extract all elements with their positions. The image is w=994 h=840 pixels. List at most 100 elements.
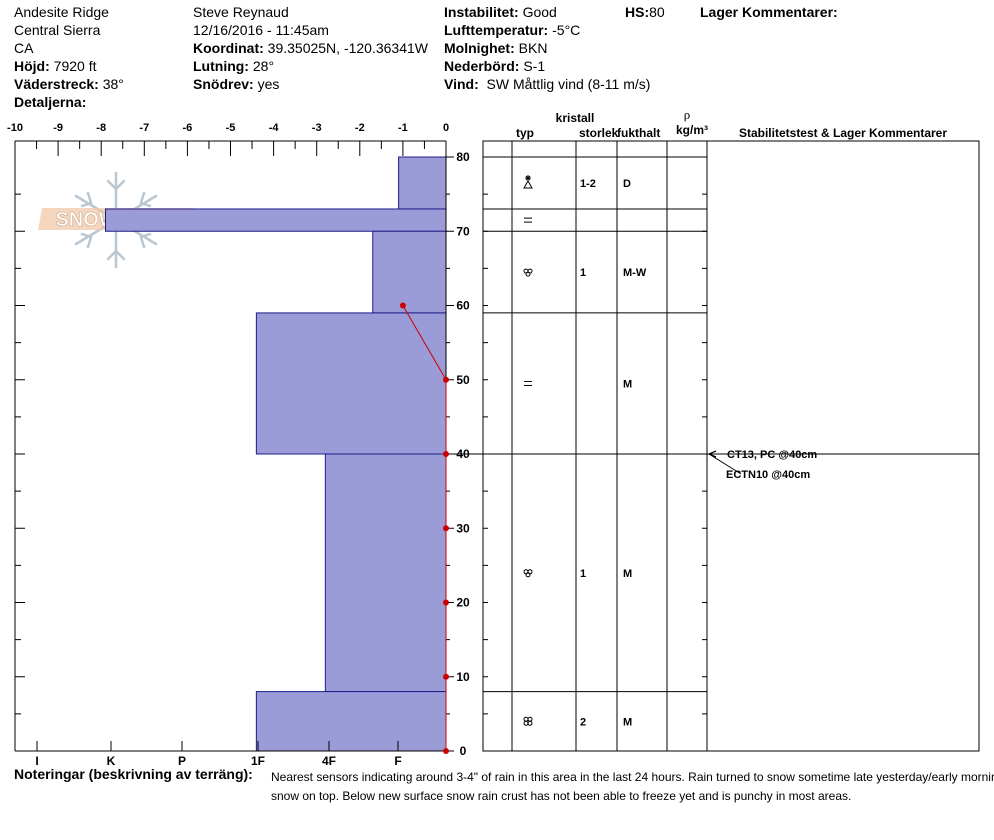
melt-freeze-crust-icon <box>524 217 532 223</box>
instability-label: Instabilitet: <box>444 4 519 20</box>
slope-row: Lutning: 28° <box>193 57 274 75</box>
notes-line-2: snow on top. Below new surface snow rain… <box>271 789 852 803</box>
hardness-layer-bar <box>372 230 447 314</box>
hardness-label: F <box>394 754 401 765</box>
temperature-point <box>443 599 449 606</box>
depth-tick-label: 50 <box>456 373 470 387</box>
wind-label: Vind: <box>444 76 479 92</box>
stability-header: Stabilitetstest & Lager Kommentarer <box>739 126 947 140</box>
hardness-label: K <box>107 754 116 765</box>
slope-value: 28° <box>252 58 275 74</box>
grain-circle <box>523 720 529 726</box>
state-name: CA <box>14 40 34 56</box>
precip-label: Nederbörd: <box>444 58 520 74</box>
temperature-point <box>443 451 449 457</box>
depth-tick-label: 70 <box>456 224 470 238</box>
stability-test-pointer <box>708 453 742 475</box>
temperature-point <box>443 748 449 754</box>
temp-tick-label: -9 <box>53 122 63 134</box>
grain-size-value: 2 <box>580 716 586 728</box>
type-header: typ <box>516 126 534 140</box>
hardness-layer-bar <box>105 208 447 232</box>
elevation-value: 7920 ft <box>53 58 97 74</box>
air-temp-value: -5°C <box>552 22 581 38</box>
depth-tick-label: 60 <box>456 299 470 313</box>
temp-tick-label: -1 <box>398 122 408 134</box>
grain-size-value: 1 <box>580 267 586 279</box>
temp-tick-label: -5 <box>226 122 236 134</box>
precip-value: S-1 <box>523 58 546 74</box>
instability-row: Instabilitet: Good <box>444 3 557 21</box>
temperature-point <box>443 525 449 532</box>
depth-tick-label: 10 <box>456 670 470 684</box>
grain-size-value: 1-2 <box>580 178 596 190</box>
drift-row: Snödrev: yes <box>193 75 279 93</box>
size-header: storlek <box>579 126 619 140</box>
stability-arrowhead <box>707 450 717 458</box>
temp-tick-label: 0 <box>443 122 449 134</box>
particle-triangle <box>523 179 533 189</box>
details-row: Detaljerna: <box>14 93 86 111</box>
aspect-label: Väderstreck: <box>14 76 99 92</box>
moisture-value: M-W <box>623 267 647 279</box>
drift-label: Snödrev: <box>193 76 254 92</box>
temp-tick-label: -4 <box>269 122 280 134</box>
grain-size-value: 1 <box>580 568 586 580</box>
rounded-grains-icon <box>523 268 533 277</box>
elevation-row: Höjd: 7920 ft <box>14 57 96 75</box>
elevation-label: Höjd: <box>14 58 50 74</box>
hardness-layer-bar <box>255 312 447 455</box>
observer-name: Steve Reynaud <box>193 4 289 20</box>
temp-tick-label: -8 <box>96 122 106 134</box>
coordinates-label: Koordinat: <box>193 40 264 56</box>
grain-circle <box>527 716 533 722</box>
stability-test-label: CT13, PC @40cm <box>727 449 817 461</box>
air-temp-label: Lufttemperatur: <box>444 22 549 38</box>
notes-line-1: Nearest sensors indicating around 3-4" o… <box>271 770 994 784</box>
hardness-label: I <box>35 754 38 765</box>
crystal-header: kristall <box>556 111 595 125</box>
hardness-layer-bar <box>255 691 447 752</box>
moisture-header: fukthalt <box>617 126 660 140</box>
hardness-label: 4F <box>322 754 336 765</box>
hardness-label: 1F <box>251 754 265 765</box>
location-name: Andesite Ridge <box>14 4 109 20</box>
grain-circle <box>525 271 531 277</box>
layer-table-frame <box>482 140 980 752</box>
temp-tick-label: -10 <box>7 122 23 134</box>
temperature-point <box>443 673 449 680</box>
depth-tick-label: 20 <box>456 596 470 610</box>
temp-tick-label: -7 <box>139 122 149 134</box>
temperature-point <box>443 376 449 383</box>
melt-freeze-crust-icon <box>524 380 532 386</box>
coordinates-row: Koordinat: 39.35025N, -120.36341W <box>193 39 428 57</box>
sky-value: BKN <box>518 40 548 56</box>
depth-tick-label: 80 <box>456 150 470 164</box>
grain-circle <box>527 720 533 726</box>
coordinates-value: 39.35025N, -120.36341W <box>267 40 428 56</box>
temp-tick-label: -3 <box>312 122 322 134</box>
instability-value: Good <box>522 4 557 20</box>
particle-star-line <box>525 175 531 181</box>
depth-tick-label: 30 <box>456 521 470 535</box>
hardness-layer-bar <box>324 453 447 693</box>
rounded-grains-icon <box>523 569 533 578</box>
sky-row: Molnighet: BKN <box>444 39 547 57</box>
grain-circle <box>525 572 531 578</box>
notes-text: Nearest sensors indicating around 3-4" o… <box>271 768 994 806</box>
observation-datetime: 12/16/2016 - 11:45am <box>193 22 329 38</box>
density-unit-header: kg/m³ <box>676 123 708 137</box>
region-name: Central Sierra <box>14 22 101 38</box>
slope-label: Lutning: <box>193 58 249 74</box>
drift-value: yes <box>257 76 280 92</box>
depth-tick-label: 0 <box>460 744 467 758</box>
temp-tick-label: -6 <box>183 122 193 134</box>
moisture-value: M <box>623 378 632 390</box>
moisture-value: M <box>623 716 632 728</box>
aspect-value: 38° <box>102 76 124 92</box>
hs-row: HS:80 <box>625 3 665 21</box>
notes-label: Noteringar (beskrivning av terräng): <box>14 766 253 782</box>
temperature-point <box>399 302 406 309</box>
sky-label: Molnighet: <box>444 40 515 56</box>
hs-value: 80 <box>649 4 665 20</box>
